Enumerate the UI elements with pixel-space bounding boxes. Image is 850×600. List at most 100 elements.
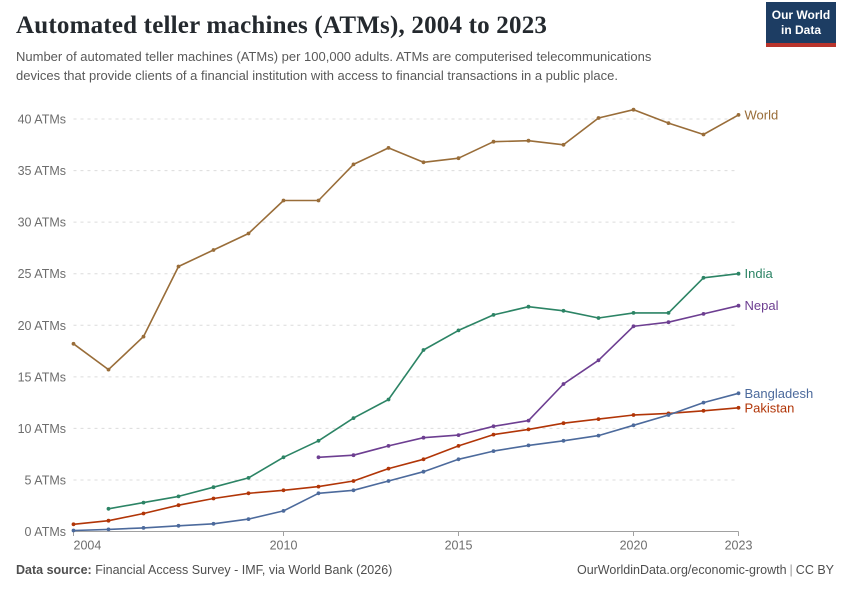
series-line-bangladesh xyxy=(73,392,739,532)
series-point-pakistan xyxy=(631,413,636,417)
owid-url-link[interactable]: OurWorldinData.org/economic-growth xyxy=(576,563,787,577)
series-point-pakistan xyxy=(246,491,251,496)
series-point-nepal xyxy=(386,444,391,448)
series-point-pakistan xyxy=(106,518,111,523)
series-point-world xyxy=(71,341,76,346)
series-point-bangladesh xyxy=(456,457,461,462)
series-point-bangladesh xyxy=(526,443,531,448)
series-point-world xyxy=(281,198,286,203)
series-point-pakistan xyxy=(351,479,356,483)
page-subtitle: Number of automated teller machines (ATM… xyxy=(16,48,761,86)
series-point-world xyxy=(176,264,181,269)
series-point-world xyxy=(421,160,426,165)
series-point-bangladesh xyxy=(631,423,636,428)
owid-logo-bar xyxy=(766,43,836,47)
y-tick-label-30: 30 ATMs xyxy=(18,216,66,230)
series-point-world xyxy=(596,116,601,120)
series-point-bangladesh xyxy=(596,433,601,438)
series-point-india xyxy=(491,313,496,317)
series-label-world[interactable]: World xyxy=(745,107,779,122)
series-label-nepal[interactable]: Nepal xyxy=(745,298,779,313)
series-point-india xyxy=(596,316,601,320)
series-point-pakistan xyxy=(281,488,286,493)
series-point-india xyxy=(316,438,321,443)
series-point-india xyxy=(736,271,741,276)
series-point-world xyxy=(526,138,531,143)
series-point-pakistan xyxy=(596,417,601,421)
series-point-pakistan xyxy=(456,444,461,448)
series-point-bangladesh xyxy=(561,438,566,443)
series-label-bangladesh[interactable]: Bangladesh xyxy=(745,386,814,401)
data-source-label: Data source: xyxy=(16,563,92,577)
y-tick-label-20: 20 ATMs xyxy=(18,319,66,333)
series-point-bangladesh xyxy=(176,523,181,528)
subtitle-line-1: Number of automated teller machines (ATM… xyxy=(16,49,652,64)
series-line-nepal xyxy=(318,304,739,459)
y-tick-label-10: 10 ATMs xyxy=(18,422,66,436)
owid-logo-text: Our World in Data xyxy=(766,2,836,43)
series-point-india xyxy=(666,311,671,315)
series-point-nepal xyxy=(421,435,426,440)
series-point-pakistan xyxy=(526,427,531,432)
series-point-nepal xyxy=(631,324,636,329)
chart-svg: 0 ATMs 5 ATMs 10 ATMs 15 ATMs 20 ATMs 25 ATMs… xyxy=(18,107,814,553)
series-point-world xyxy=(456,156,461,161)
series-point-nepal xyxy=(351,453,356,458)
series-point-bangladesh xyxy=(736,391,741,396)
y-tick-label-0: 0 ATMs xyxy=(25,525,66,539)
y-tick-label-35: 35 ATMs xyxy=(18,164,66,178)
series-point-nepal xyxy=(491,424,496,429)
series-point-bangladesh xyxy=(386,479,391,483)
x-tick-label-2015: 2015 xyxy=(445,539,473,553)
series-point-nepal xyxy=(456,433,461,437)
series-point-bangladesh xyxy=(71,528,76,533)
series-point-pakistan xyxy=(701,408,706,413)
series-point-world xyxy=(386,146,391,150)
series-point-world xyxy=(246,231,251,236)
page-title: Automated teller machines (ATMs), 2004 t… xyxy=(16,12,548,39)
header: Automated teller machines (ATMs), 2004 t… xyxy=(16,12,834,86)
series-point-world xyxy=(316,198,321,203)
footer: Data source: Financial Access Survey - I… xyxy=(0,563,850,577)
cc-by-link[interactable]: CC BY xyxy=(795,563,834,577)
x-tick-label-2020: 2020 xyxy=(620,539,648,553)
series-point-india xyxy=(456,328,461,333)
series-point-world xyxy=(491,139,496,144)
series-point-pakistan xyxy=(176,503,181,508)
series-label-india[interactable]: India xyxy=(745,266,774,281)
series-line-world xyxy=(73,108,739,371)
x-tick-label-2010: 2010 xyxy=(270,539,298,553)
series-point-india xyxy=(246,476,251,480)
owid-logo[interactable]: Our World in Data xyxy=(766,2,836,47)
data-source: Data source: Financial Access Survey - I… xyxy=(16,563,392,577)
footer-separator: | xyxy=(789,563,793,577)
series-point-world xyxy=(351,162,356,167)
data-source-text: Financial Access Survey - IMF, via World… xyxy=(91,563,393,577)
series-point-india xyxy=(526,304,531,309)
footer-right: OurWorldinData.org/economic-growth | CC BY xyxy=(577,563,834,577)
series-point-pakistan xyxy=(141,511,146,516)
y-tick-label-15: 15 ATMs xyxy=(18,370,66,384)
series-point-bangladesh xyxy=(666,413,671,417)
series-point-bangladesh xyxy=(281,509,286,513)
line-chart: 0 ATMs 5 ATMs 10 ATMs 15 ATMs 20 ATMs 25 ATMs… xyxy=(0,100,850,560)
series-point-nepal xyxy=(666,320,671,325)
series-point-india xyxy=(106,506,111,511)
series-point-india xyxy=(211,485,216,490)
series-point-bangladesh xyxy=(701,400,706,405)
x-tick-label-2004: 2004 xyxy=(74,539,102,553)
series-point-world xyxy=(701,132,706,137)
series-point-nepal xyxy=(596,358,601,363)
series-point-pakistan xyxy=(211,496,216,501)
series-point-pakistan xyxy=(561,421,566,426)
series-point-india xyxy=(631,311,636,315)
series-point-bangladesh xyxy=(211,521,216,526)
series-point-world xyxy=(631,107,636,112)
subtitle-line-2: devices that provide clients of a financ… xyxy=(16,67,618,83)
series-point-pakistan xyxy=(491,432,496,437)
series-point-india xyxy=(561,308,566,313)
series-point-bangladesh xyxy=(491,449,496,453)
series-point-pakistan xyxy=(736,405,741,410)
series-point-nepal xyxy=(701,312,706,316)
series-label-pakistan[interactable]: Pakistan xyxy=(745,400,795,415)
